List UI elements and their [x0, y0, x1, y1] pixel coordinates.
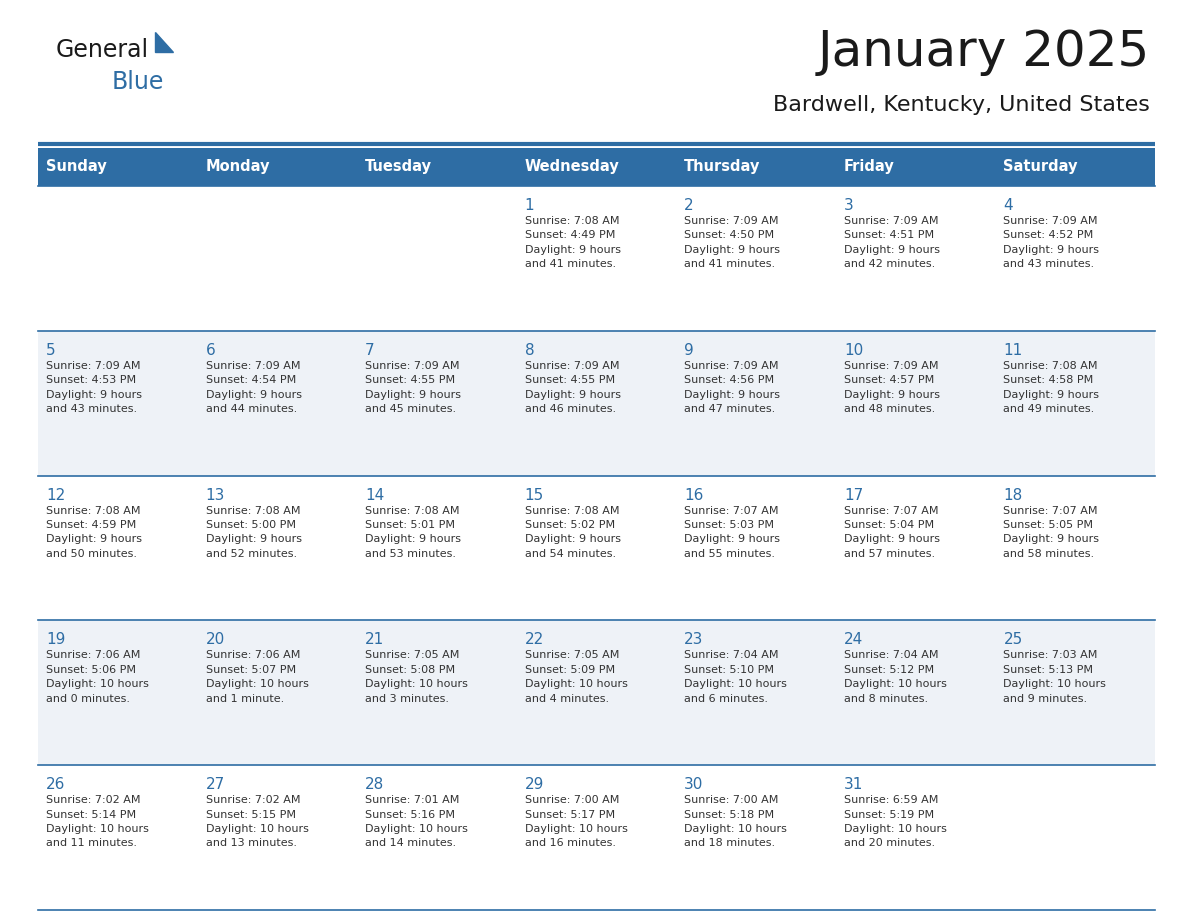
Text: Sunrise: 7:08 AM
Sunset: 5:02 PM
Daylight: 9 hours
and 54 minutes.: Sunrise: 7:08 AM Sunset: 5:02 PM Dayligh…	[525, 506, 620, 559]
Bar	[358, 148, 517, 186]
Text: Sunrise: 7:09 AM
Sunset: 4:54 PM
Daylight: 9 hours
and 44 minutes.: Sunrise: 7:09 AM Sunset: 4:54 PM Dayligh…	[206, 361, 302, 414]
Text: 26: 26	[46, 778, 65, 792]
Text: Sunrise: 7:09 AM
Sunset: 4:51 PM
Daylight: 9 hours
and 42 minutes.: Sunrise: 7:09 AM Sunset: 4:51 PM Dayligh…	[843, 216, 940, 269]
Text: January 2025: January 2025	[817, 28, 1150, 76]
Text: Sunrise: 7:09 AM
Sunset: 4:53 PM
Daylight: 9 hours
and 43 minutes.: Sunrise: 7:09 AM Sunset: 4:53 PM Dayligh…	[46, 361, 143, 414]
Text: Wednesday: Wednesday	[525, 160, 619, 174]
Text: Sunday: Sunday	[46, 160, 107, 174]
Text: Sunrise: 7:03 AM
Sunset: 5:13 PM
Daylight: 10 hours
and 9 minutes.: Sunrise: 7:03 AM Sunset: 5:13 PM Dayligh…	[1004, 650, 1106, 703]
Bar	[197, 148, 358, 186]
Text: 1: 1	[525, 198, 535, 213]
Text: Sunrise: 7:08 AM
Sunset: 4:59 PM
Daylight: 9 hours
and 50 minutes.: Sunrise: 7:08 AM Sunset: 4:59 PM Dayligh…	[46, 506, 143, 559]
Text: Sunrise: 7:04 AM
Sunset: 5:10 PM
Daylight: 10 hours
and 6 minutes.: Sunrise: 7:04 AM Sunset: 5:10 PM Dayligh…	[684, 650, 788, 703]
Text: Sunrise: 6:59 AM
Sunset: 5:19 PM
Daylight: 10 hours
and 20 minutes.: Sunrise: 6:59 AM Sunset: 5:19 PM Dayligh…	[843, 795, 947, 848]
Text: 19: 19	[46, 633, 65, 647]
Text: 27: 27	[206, 778, 225, 792]
Text: Sunrise: 7:09 AM
Sunset: 4:52 PM
Daylight: 9 hours
and 43 minutes.: Sunrise: 7:09 AM Sunset: 4:52 PM Dayligh…	[1004, 216, 1099, 269]
Text: Bardwell, Kentucky, United States: Bardwell, Kentucky, United States	[773, 95, 1150, 115]
Text: 14: 14	[365, 487, 385, 502]
Bar	[676, 148, 836, 186]
Text: Sunrise: 7:09 AM
Sunset: 4:55 PM
Daylight: 9 hours
and 45 minutes.: Sunrise: 7:09 AM Sunset: 4:55 PM Dayligh…	[365, 361, 461, 414]
Text: Tuesday: Tuesday	[365, 160, 432, 174]
Text: 4: 4	[1004, 198, 1013, 213]
Text: 29: 29	[525, 778, 544, 792]
Text: 13: 13	[206, 487, 225, 502]
Text: Thursday: Thursday	[684, 160, 760, 174]
Text: Sunrise: 7:09 AM
Sunset: 4:55 PM
Daylight: 9 hours
and 46 minutes.: Sunrise: 7:09 AM Sunset: 4:55 PM Dayligh…	[525, 361, 620, 414]
Text: Sunrise: 7:07 AM
Sunset: 5:04 PM
Daylight: 9 hours
and 57 minutes.: Sunrise: 7:07 AM Sunset: 5:04 PM Dayligh…	[843, 506, 940, 559]
Bar	[38, 476, 1155, 621]
Text: Sunrise: 7:09 AM
Sunset: 4:50 PM
Daylight: 9 hours
and 41 minutes.: Sunrise: 7:09 AM Sunset: 4:50 PM Dayligh…	[684, 216, 781, 269]
Bar	[996, 148, 1155, 186]
Text: 12: 12	[46, 487, 65, 502]
Text: Sunrise: 7:04 AM
Sunset: 5:12 PM
Daylight: 10 hours
and 8 minutes.: Sunrise: 7:04 AM Sunset: 5:12 PM Dayligh…	[843, 650, 947, 703]
Text: Sunrise: 7:02 AM
Sunset: 5:15 PM
Daylight: 10 hours
and 13 minutes.: Sunrise: 7:02 AM Sunset: 5:15 PM Dayligh…	[206, 795, 309, 848]
Text: Sunrise: 7:05 AM
Sunset: 5:08 PM
Daylight: 10 hours
and 3 minutes.: Sunrise: 7:05 AM Sunset: 5:08 PM Dayligh…	[365, 650, 468, 703]
Text: 6: 6	[206, 342, 215, 358]
Text: Sunrise: 7:05 AM
Sunset: 5:09 PM
Daylight: 10 hours
and 4 minutes.: Sunrise: 7:05 AM Sunset: 5:09 PM Dayligh…	[525, 650, 627, 703]
Bar	[38, 330, 1155, 476]
Text: Sunrise: 7:02 AM
Sunset: 5:14 PM
Daylight: 10 hours
and 11 minutes.: Sunrise: 7:02 AM Sunset: 5:14 PM Dayligh…	[46, 795, 148, 848]
Text: 10: 10	[843, 342, 864, 358]
Text: 18: 18	[1004, 487, 1023, 502]
Text: 16: 16	[684, 487, 703, 502]
Text: Sunrise: 7:07 AM
Sunset: 5:03 PM
Daylight: 9 hours
and 55 minutes.: Sunrise: 7:07 AM Sunset: 5:03 PM Dayligh…	[684, 506, 781, 559]
Text: Sunrise: 7:00 AM
Sunset: 5:18 PM
Daylight: 10 hours
and 18 minutes.: Sunrise: 7:00 AM Sunset: 5:18 PM Dayligh…	[684, 795, 788, 848]
Text: 30: 30	[684, 778, 703, 792]
Text: 2: 2	[684, 198, 694, 213]
Text: General: General	[56, 38, 150, 62]
Text: 15: 15	[525, 487, 544, 502]
Bar	[38, 186, 1155, 330]
Text: Sunrise: 7:08 AM
Sunset: 4:58 PM
Daylight: 9 hours
and 49 minutes.: Sunrise: 7:08 AM Sunset: 4:58 PM Dayligh…	[1004, 361, 1099, 414]
Text: Sunrise: 7:09 AM
Sunset: 4:57 PM
Daylight: 9 hours
and 48 minutes.: Sunrise: 7:09 AM Sunset: 4:57 PM Dayligh…	[843, 361, 940, 414]
Text: Sunrise: 7:01 AM
Sunset: 5:16 PM
Daylight: 10 hours
and 14 minutes.: Sunrise: 7:01 AM Sunset: 5:16 PM Dayligh…	[365, 795, 468, 848]
Text: Sunrise: 7:08 AM
Sunset: 5:01 PM
Daylight: 9 hours
and 53 minutes.: Sunrise: 7:08 AM Sunset: 5:01 PM Dayligh…	[365, 506, 461, 559]
Text: Sunrise: 7:09 AM
Sunset: 4:56 PM
Daylight: 9 hours
and 47 minutes.: Sunrise: 7:09 AM Sunset: 4:56 PM Dayligh…	[684, 361, 781, 414]
Text: Sunrise: 7:08 AM
Sunset: 4:49 PM
Daylight: 9 hours
and 41 minutes.: Sunrise: 7:08 AM Sunset: 4:49 PM Dayligh…	[525, 216, 620, 269]
Text: Sunrise: 7:08 AM
Sunset: 5:00 PM
Daylight: 9 hours
and 52 minutes.: Sunrise: 7:08 AM Sunset: 5:00 PM Dayligh…	[206, 506, 302, 559]
Text: 3: 3	[843, 198, 854, 213]
Text: Sunrise: 7:00 AM
Sunset: 5:17 PM
Daylight: 10 hours
and 16 minutes.: Sunrise: 7:00 AM Sunset: 5:17 PM Dayligh…	[525, 795, 627, 848]
Text: Sunrise: 7:06 AM
Sunset: 5:07 PM
Daylight: 10 hours
and 1 minute.: Sunrise: 7:06 AM Sunset: 5:07 PM Dayligh…	[206, 650, 309, 703]
Text: 9: 9	[684, 342, 694, 358]
Polygon shape	[154, 32, 173, 52]
Text: 8: 8	[525, 342, 535, 358]
Text: 23: 23	[684, 633, 703, 647]
Text: 31: 31	[843, 778, 864, 792]
Bar	[517, 148, 676, 186]
Text: 17: 17	[843, 487, 864, 502]
Text: Sunrise: 7:06 AM
Sunset: 5:06 PM
Daylight: 10 hours
and 0 minutes.: Sunrise: 7:06 AM Sunset: 5:06 PM Dayligh…	[46, 650, 148, 703]
Text: 5: 5	[46, 342, 56, 358]
Text: Blue: Blue	[112, 70, 164, 94]
Text: Saturday: Saturday	[1004, 160, 1078, 174]
Bar	[38, 621, 1155, 766]
Bar	[38, 148, 197, 186]
Bar	[38, 766, 1155, 910]
Text: 28: 28	[365, 778, 385, 792]
Text: Friday: Friday	[843, 160, 895, 174]
Text: 20: 20	[206, 633, 225, 647]
Text: 21: 21	[365, 633, 385, 647]
Text: Sunrise: 7:07 AM
Sunset: 5:05 PM
Daylight: 9 hours
and 58 minutes.: Sunrise: 7:07 AM Sunset: 5:05 PM Dayligh…	[1004, 506, 1099, 559]
Bar	[836, 148, 996, 186]
Text: Monday: Monday	[206, 160, 270, 174]
Text: 25: 25	[1004, 633, 1023, 647]
Text: 24: 24	[843, 633, 864, 647]
Text: 22: 22	[525, 633, 544, 647]
Text: 7: 7	[365, 342, 374, 358]
Text: 11: 11	[1004, 342, 1023, 358]
